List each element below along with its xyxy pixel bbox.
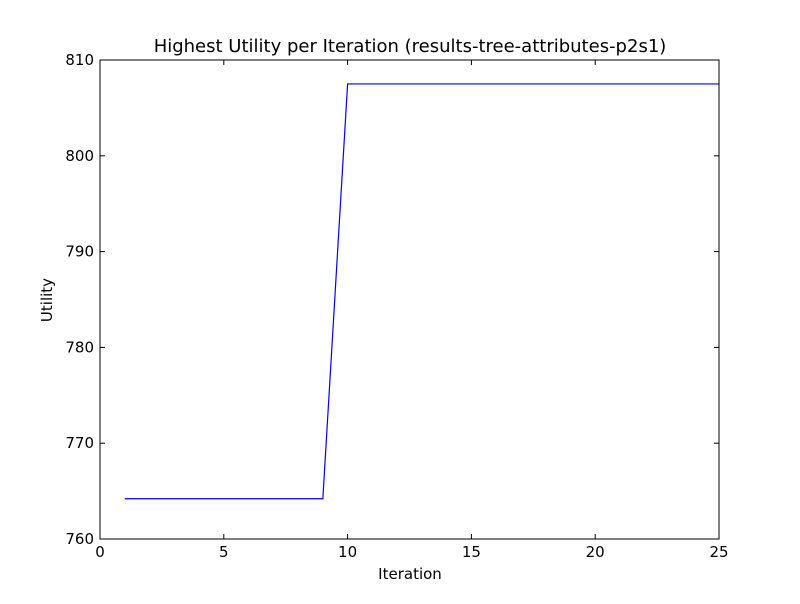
x-tick-label: 10 xyxy=(338,543,357,561)
plot-area: 0 5 10 15 20 25 760 770 780 790 800 810 xyxy=(65,51,728,561)
y-tick-label: 760 xyxy=(65,530,94,548)
x-tick-label: 25 xyxy=(709,543,728,561)
y-axis-label: Utility xyxy=(38,278,56,322)
x-tick-label: 0 xyxy=(95,543,105,561)
plot-frame xyxy=(99,59,720,540)
x-axis-label: Iteration xyxy=(378,565,442,583)
x-tick-label: 20 xyxy=(586,543,605,561)
x-tick-label: 15 xyxy=(462,543,481,561)
y-tick-label: 770 xyxy=(65,434,94,452)
y-tick-label: 780 xyxy=(65,338,94,356)
x-tick-label: 5 xyxy=(219,543,229,561)
chart-title: Highest Utility per Iteration (results-t… xyxy=(154,36,667,57)
y-tick-label: 790 xyxy=(65,243,94,261)
y-tick-label: 810 xyxy=(65,51,94,69)
y-tick-label: 800 xyxy=(65,147,94,165)
series-line-0 xyxy=(124,83,719,500)
